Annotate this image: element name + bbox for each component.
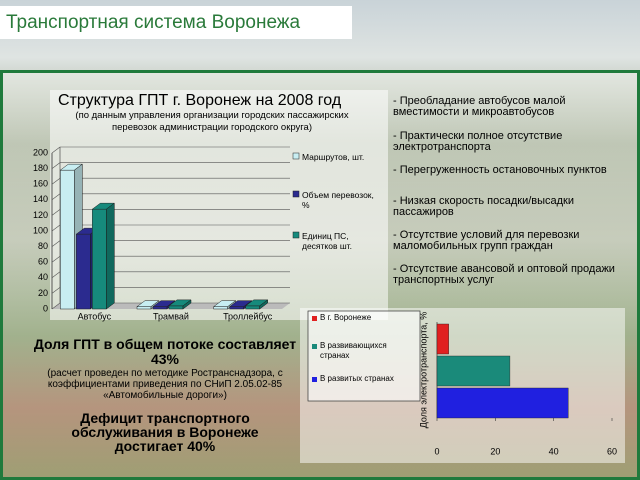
bar — [60, 169, 75, 310]
grid-line — [51, 224, 61, 232]
bar — [436, 355, 511, 387]
y-tick-label: 160 — [33, 179, 48, 189]
legend-label: В развивающихся странах — [320, 341, 387, 360]
bar — [436, 387, 569, 419]
y-tick-label: 100 — [33, 225, 48, 235]
legend-swatch — [292, 231, 300, 239]
bar-side — [106, 202, 115, 310]
grid-line — [51, 240, 61, 247]
y-tick-label: 60 — [38, 257, 48, 267]
legend-label: В г. Воронеже — [320, 313, 372, 322]
y-tick-label: 80 — [38, 241, 48, 251]
legend-label: В развитых странах — [320, 374, 394, 383]
x-tick-label: 60 — [607, 446, 617, 456]
chart1-title: Структура ГПТ г. Воронеж на 2008 год — [58, 92, 342, 109]
method-text: (расчет проведен по методике Ространснад… — [47, 368, 283, 401]
grid-line — [51, 162, 61, 169]
legend-swatch — [292, 152, 300, 160]
note-item: - Отсутствие условий для перевозки малом… — [393, 229, 580, 252]
x-tick-label: Трамвай — [153, 311, 189, 321]
grid-line — [51, 255, 61, 263]
y-tick-label: 140 — [33, 194, 48, 204]
bar — [213, 306, 228, 310]
chart2-legend-box — [307, 310, 421, 402]
grid-line — [51, 209, 61, 216]
bar — [136, 306, 152, 310]
x-tick-label: Автобус — [78, 311, 112, 321]
y-tick-label: 180 — [33, 163, 48, 173]
bar — [168, 305, 184, 310]
bar — [92, 208, 107, 310]
note-item: - Преобладание автобусов малой вместимос… — [393, 95, 566, 118]
slide-title: Транспортная система Воронежа — [0, 6, 352, 39]
x-tick-label: 40 — [549, 446, 559, 456]
bar-side — [259, 299, 268, 310]
bar — [76, 233, 91, 310]
legend-swatch — [312, 377, 317, 382]
legend-swatch — [312, 316, 317, 321]
note-item: - Отсутствие авансовой и оптовой продажи… — [393, 263, 615, 286]
y-tick-label: 40 — [38, 272, 48, 282]
y-tick-label: 0 — [43, 303, 48, 313]
grid-line — [51, 177, 61, 185]
bar — [229, 306, 244, 310]
legend-swatch — [292, 190, 300, 198]
bar — [436, 323, 449, 355]
grid-line — [51, 287, 61, 294]
y-tick-label: 200 — [33, 147, 48, 157]
bar-side — [182, 299, 192, 310]
deficit-text: Дефицит транспортного обслуживания в Вор… — [71, 410, 259, 454]
legend-label: Единиц ПС, десятков шт. — [302, 231, 352, 251]
x-tick-label: 0 — [434, 446, 439, 456]
bar — [152, 306, 168, 310]
x-tick-label: 20 — [490, 446, 500, 456]
y-tick-label: 120 — [33, 210, 48, 220]
grid-line — [51, 302, 61, 310]
note-item: - Перегруженность остановочных пунктов — [393, 164, 607, 176]
share-text: Доля ГПТ в общем потоке составляет 43% — [33, 336, 297, 367]
y-axis-title: Доля электротранспорта, % — [418, 312, 428, 429]
x-tick-label: Троллейбус — [223, 311, 273, 321]
legend-swatch — [312, 344, 317, 349]
grid-line — [51, 271, 61, 279]
grid-line — [51, 193, 61, 201]
chart1-subtitle: (по данным управления организации городс… — [75, 110, 349, 133]
legend-label: Маршрутов, шт. — [302, 152, 365, 162]
y-tick-label: 20 — [38, 288, 48, 298]
bar — [245, 305, 260, 310]
grid-line — [51, 146, 61, 154]
legend-label: Объем перевозок, % — [302, 190, 374, 210]
note-item: - Практически полное отсутствие электрот… — [393, 130, 563, 153]
note-item: - Низкая скорость посадки/высадки пассаж… — [393, 195, 575, 218]
